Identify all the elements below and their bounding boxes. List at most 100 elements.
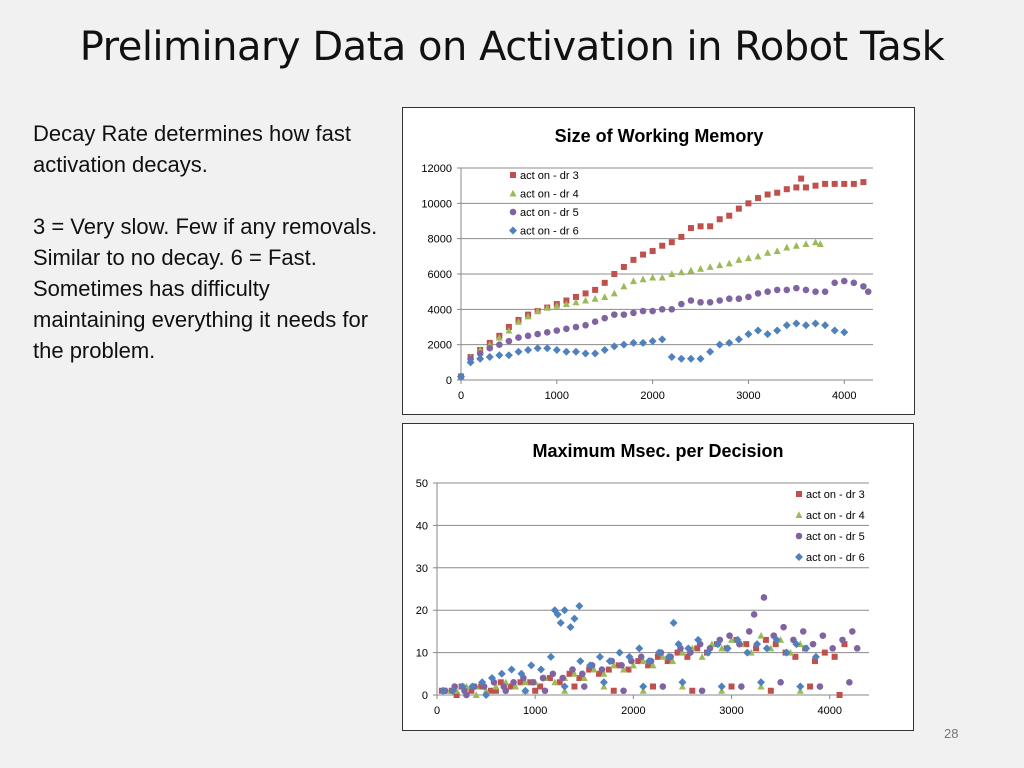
data-point [773,286,781,294]
data-point [560,606,569,615]
data-point [674,640,683,649]
data-point [716,261,724,269]
data-point [625,666,632,673]
data-point [620,687,627,695]
data-point [696,354,705,363]
data-point [543,329,551,336]
data-point [534,330,541,338]
data-point [684,653,691,660]
data-point [601,293,609,300]
legend-marker [509,189,517,197]
data-point [821,321,830,330]
data-point [576,657,585,666]
y-tick-label: 40 [416,520,428,532]
series-dr5 [441,594,861,699]
data-point [645,657,654,666]
data-point [630,309,637,317]
data-point [831,653,838,660]
data-point [772,635,781,644]
data-point [576,675,583,682]
x-tick-label: 2000 [640,390,664,402]
chart-max-msec-svg: Maximum Msec. per Decision 0 10 20 30 40 50 0 10… [416,441,869,717]
y-tick-label: 20 [416,605,428,617]
data-point [586,661,595,670]
legend-marker [509,226,517,235]
data-point [659,242,666,249]
data-point [571,683,578,690]
data-point [505,326,513,334]
data-point [637,653,645,661]
data-point [664,658,671,665]
data-point [684,644,693,653]
data-point [521,686,530,695]
data-point [610,687,617,694]
data-point [562,347,571,356]
data-point [600,670,608,677]
data-point [478,678,487,687]
data-point [533,344,542,353]
data-point [560,682,569,691]
chart-working-memory-svg: Size of Working Memory 0 2000 4000 6000 8000 1… [421,126,873,402]
data-point [816,683,824,690]
data-point [743,648,752,657]
data-point [735,205,742,212]
data-point [591,349,600,358]
data-point [849,628,856,635]
data-point [618,662,625,669]
x-tick-label: 1000 [523,705,547,717]
data-point [598,666,606,673]
paragraph-decay-rate: Decay Rate determines how fast activatio… [33,121,351,177]
data-point [492,687,499,694]
data-point [507,665,516,674]
data-point [799,628,807,635]
data-point [783,243,791,251]
data-point [745,628,753,635]
slide-number: 28 [944,726,959,741]
data-point [639,307,647,315]
data-point [659,683,667,690]
data-point [529,678,537,686]
data-point [860,179,867,186]
data-point [782,648,791,657]
data-point [812,182,819,189]
data-point [773,326,782,335]
data-point [802,240,810,247]
data-point [812,658,818,665]
data-point [625,652,634,661]
data-point [802,286,810,294]
series-dr6 [457,319,849,381]
data-point [811,652,820,661]
data-point [716,297,723,304]
y-tick-label: 6000 [428,269,452,281]
data-point [658,273,666,281]
data-point [541,687,549,695]
y-tick-label: 30 [416,563,428,575]
data-point [591,318,599,325]
data-point [551,678,559,686]
data-point [601,314,609,322]
data-point [546,675,553,682]
data-point [686,354,695,363]
data-point [537,683,544,690]
data-point [763,330,772,339]
data-point [767,687,774,694]
data-point [678,678,687,687]
data-point [658,306,666,313]
data-point [697,298,704,306]
data-point [718,644,726,652]
data-point [703,648,712,657]
data-point [687,297,695,304]
chart-title: Maximum Msec. per Decision [532,441,783,461]
legend-marker [795,532,803,540]
data-point [836,692,843,698]
data-point [821,288,829,295]
body-text: Decay Rate determines how fast activatio… [33,118,383,366]
data-point [735,256,743,263]
data-point [678,233,685,240]
data-point [840,277,848,285]
data-point [629,338,638,347]
paragraph-rate-values: 3 = Very slow. Few if any removals. Simi… [33,214,378,363]
data-point [472,691,480,698]
data-point [504,351,513,360]
data-point [639,682,648,691]
